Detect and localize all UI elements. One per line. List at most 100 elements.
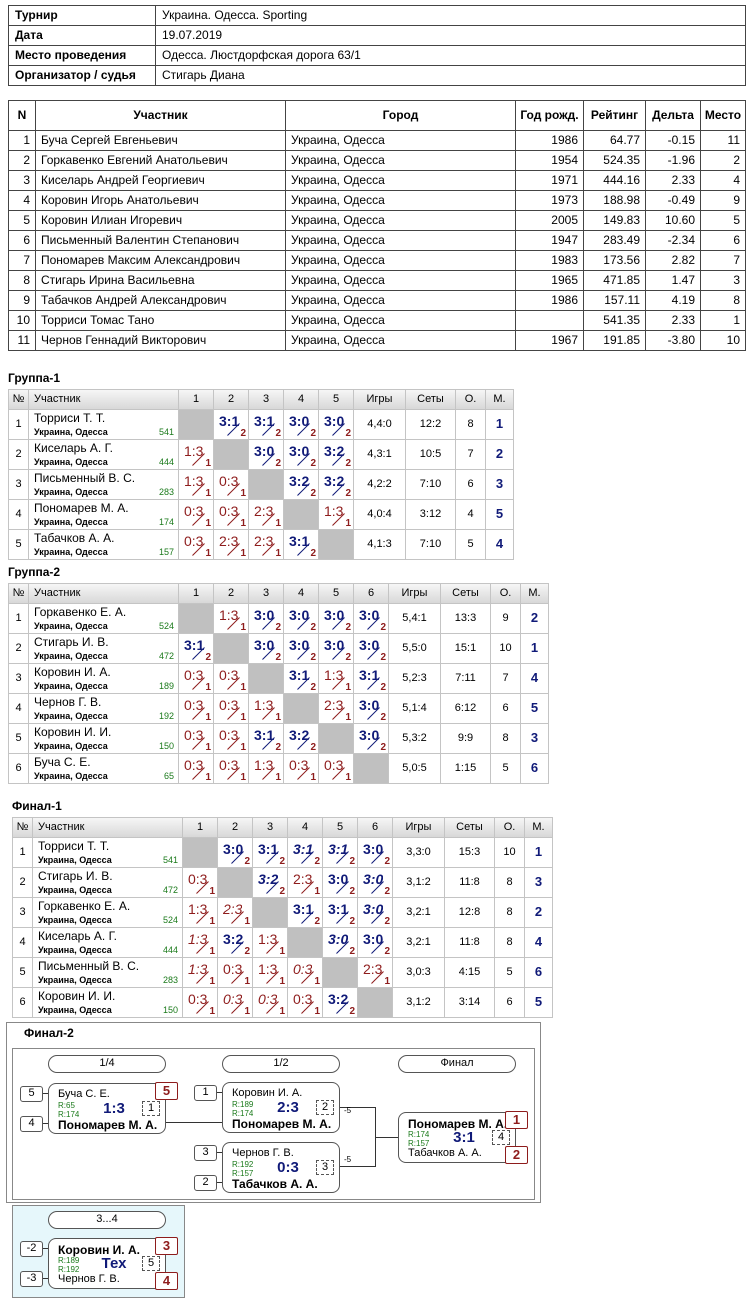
- score-cell: 1:3 1: [248, 693, 284, 724]
- score-points: 1: [205, 518, 211, 529]
- participants-cell: Украина, Одесса: [285, 310, 516, 331]
- player-cell: Чернов Г. В. Украина, Одесса 192: [28, 693, 179, 724]
- row-number: 1: [8, 409, 29, 440]
- participants-cell: Киселарь Андрей Георгиевич: [35, 170, 286, 191]
- score-points: 2: [275, 652, 281, 663]
- player-name: Коровин И. И.: [38, 989, 116, 1003]
- score: 1:3: [184, 473, 204, 489]
- score: 2:3: [219, 533, 239, 549]
- score-cell: 3:0 2: [357, 837, 393, 868]
- score: 3:1: [328, 901, 349, 917]
- player-city: Украина, Одесса: [34, 517, 108, 527]
- score-points: 1: [244, 916, 250, 927]
- participants-cell: Коровин Игорь Анатольевич: [35, 190, 286, 211]
- score-cell: 3:0 2: [357, 897, 393, 928]
- score-points: 1: [205, 458, 211, 469]
- self-cell: [322, 957, 358, 988]
- player-name: Торриси Т. Т.: [38, 839, 110, 853]
- score-points: 1: [275, 772, 281, 783]
- score-cell: 3:0 2: [283, 409, 319, 440]
- row-total: 10: [494, 837, 525, 868]
- row-sets: 9:9: [440, 723, 491, 754]
- score-cell: 3:1 2: [248, 723, 284, 754]
- row-total: 8: [494, 897, 525, 928]
- info-label: Организатор / судья: [8, 65, 156, 86]
- participants-cell: 1971: [515, 170, 584, 191]
- row-place: 3: [520, 723, 549, 754]
- match-note: -5: [344, 1106, 352, 1115]
- score-points: 2: [345, 622, 351, 633]
- participants-cell: 11: [8, 330, 36, 351]
- player-name: Пономарев М. А.: [232, 1117, 332, 1131]
- bracket-frame: [12, 1048, 535, 1200]
- score: 2:3: [223, 901, 243, 917]
- score-points: 1: [209, 976, 215, 987]
- score: 1:3: [258, 931, 278, 947]
- player-cell: Письменный В. С. Украина, Одесса 283: [28, 469, 179, 500]
- player-cell: Торриси Т. Т. Украина, Одесса 541: [32, 837, 183, 868]
- group-header: 5: [318, 389, 354, 410]
- row-sets: 11:8: [444, 867, 495, 898]
- player-rating: R:192: [58, 1265, 80, 1274]
- score-points: 2: [345, 458, 351, 469]
- self-cell: [287, 927, 323, 958]
- score-cell: 3:1 2: [252, 837, 288, 868]
- player-rating: R:174: [232, 1109, 254, 1118]
- score-cell: 3:1 2: [178, 633, 214, 664]
- info-value: Стигарь Диана: [155, 65, 746, 86]
- score: 3:0: [359, 697, 380, 713]
- row-total: 10: [490, 633, 521, 664]
- match-score: Тех: [101, 1255, 127, 1272]
- score: 3:2: [324, 473, 345, 489]
- score-cell: 3:1 2: [287, 837, 323, 868]
- row-total: 6: [494, 987, 525, 1018]
- player-rating: R:189: [232, 1100, 254, 1109]
- participants-cell: 1.47: [645, 270, 701, 291]
- participants-cell: 1986: [515, 130, 584, 151]
- match-score: 2:3: [277, 1099, 299, 1116]
- row-number: 3: [8, 663, 29, 694]
- score-points: 1: [314, 976, 320, 987]
- participants-cell: 3: [8, 170, 36, 191]
- participants-cell: Коровин Илиан Игоревич: [35, 210, 286, 231]
- group-header: Сеты: [440, 583, 491, 604]
- group-header: 5: [322, 817, 358, 838]
- info-value: Одесса. Люстдорфская дорога 63/1: [155, 45, 746, 66]
- score-points: 1: [275, 712, 281, 723]
- participants-cell: 5: [700, 210, 746, 231]
- participants-cell: Украина, Одесса: [285, 290, 516, 311]
- row-games: 3,0:3: [392, 957, 445, 988]
- row-sets: 7:10: [405, 469, 456, 500]
- row-number: 1: [12, 837, 33, 868]
- group-header: 2: [217, 817, 253, 838]
- match-number: 4: [492, 1130, 510, 1145]
- score-points: 1: [209, 1006, 215, 1017]
- row-place: 5: [485, 499, 514, 530]
- info-value: Украина. Одесса. Sporting: [155, 5, 746, 26]
- score-cell: 3:0 2: [322, 927, 358, 958]
- score-cell: 0:3 1: [182, 867, 218, 898]
- player-name: Коровин И. И.: [34, 725, 112, 739]
- score: 0:3: [223, 991, 243, 1007]
- match-number: 2: [316, 1100, 334, 1115]
- group-header: 1: [182, 817, 218, 838]
- score-points: 2: [244, 856, 250, 867]
- score-points: 1: [275, 548, 281, 559]
- row-sets: 12:8: [444, 897, 495, 928]
- row-total: 5: [494, 957, 525, 988]
- score-points: 2: [310, 428, 316, 439]
- player-city: Украина, Одесса: [34, 771, 108, 781]
- score: 0:3: [258, 991, 278, 1007]
- score-cell: 0:3 1: [178, 723, 214, 754]
- player-rating: R:157: [408, 1139, 430, 1148]
- player-rating: 524: [158, 621, 174, 631]
- score-points: 1: [240, 548, 246, 559]
- score: 0:3: [219, 697, 239, 713]
- participants-cell: 10.60: [645, 210, 701, 231]
- participants-cell: Украина, Одесса: [285, 250, 516, 271]
- score-cell: 1:3 1: [248, 753, 284, 784]
- score-cell: 0:3 1: [178, 663, 214, 694]
- participants-cell: 157.11: [583, 290, 646, 311]
- score-cell: 3:2 2: [322, 987, 358, 1018]
- participants-cell: 4: [700, 170, 746, 191]
